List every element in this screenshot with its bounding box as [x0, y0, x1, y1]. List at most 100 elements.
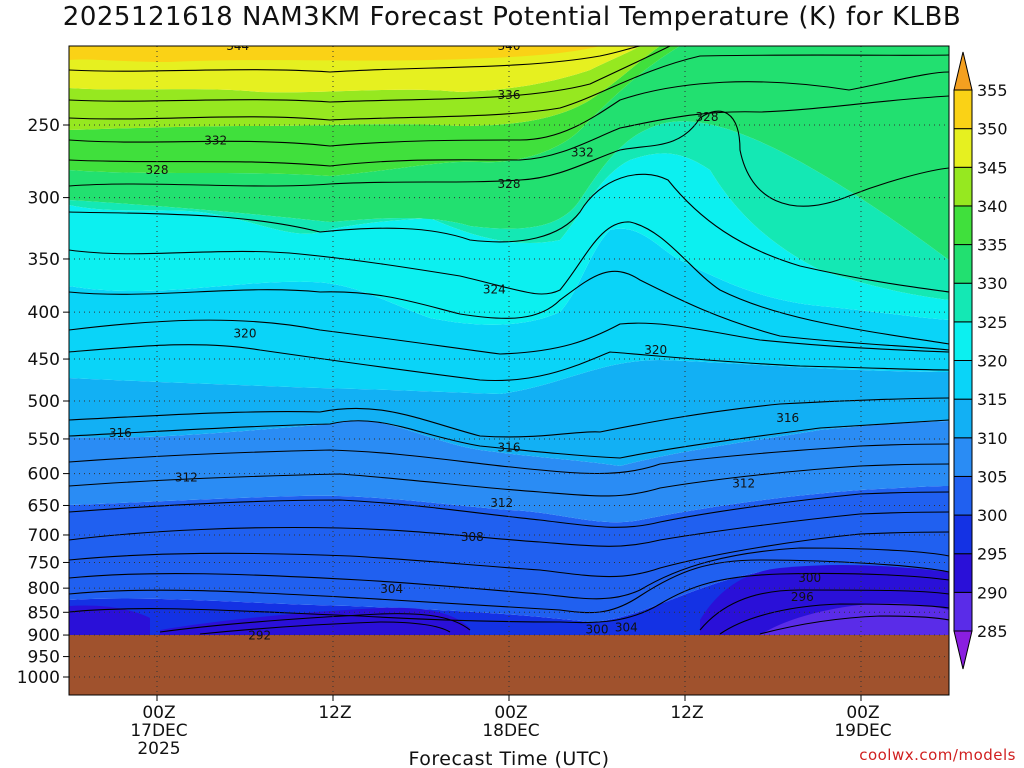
- contour-line: [199, 621, 451, 635]
- colorbar-label: 320: [977, 352, 1008, 371]
- contour-label: 332: [571, 146, 594, 160]
- y-tick-label: 600: [28, 465, 60, 485]
- credit-link[interactable]: coolwx.com/models: [859, 746, 1016, 764]
- contour-lines: [69, 46, 949, 635]
- contour-line: [69, 344, 949, 382]
- y-tick-label: 500: [28, 392, 60, 412]
- contour-line: [69, 531, 949, 578]
- colorbar-swatch: [953, 244, 973, 284]
- colorbar-label: 335: [977, 236, 1008, 255]
- colorbar-swatch: [953, 360, 973, 400]
- band-320-325: [69, 228, 949, 394]
- contour-label: 320: [644, 343, 667, 357]
- y-tick-label: 1000: [17, 668, 60, 688]
- contour-line: [719, 603, 949, 635]
- contour-line: [159, 613, 471, 633]
- contour-line: [699, 589, 949, 631]
- colorbar-swatch: [953, 553, 973, 593]
- colorbar-label: 340: [977, 197, 1008, 216]
- y-tick-label: 250: [28, 116, 60, 136]
- band-340-345: [69, 46, 680, 176]
- colorbar-swatch: [953, 398, 973, 439]
- contour-label: 340: [498, 39, 521, 53]
- colorbar-swatch: [953, 282, 973, 323]
- contour-label: 332: [204, 134, 227, 148]
- y-tick-label: 950: [28, 648, 60, 668]
- contour-label: 316: [498, 441, 521, 455]
- x-tick-label: 12Z: [670, 703, 703, 723]
- x-axis-title: Forecast Time (UTC): [409, 748, 610, 768]
- y-tick-label: 700: [28, 526, 60, 546]
- contour-label: 344: [226, 39, 249, 53]
- contour-line: [759, 615, 949, 635]
- contour-label: 316: [776, 411, 799, 425]
- band-355-plus: [69, 46, 600, 62]
- colorbar-label: 285: [977, 622, 1008, 641]
- colorbar-label: 310: [977, 429, 1008, 448]
- colorbar-label: 305: [977, 467, 1008, 486]
- y-tick-label: 550: [28, 430, 60, 450]
- colorbar-swatch: [953, 591, 973, 632]
- contour-label: 320: [234, 326, 257, 340]
- colorbar-swatch: [953, 321, 973, 362]
- x-tick-label: 18DEC: [482, 721, 539, 741]
- contour-line: [69, 319, 949, 355]
- contour-label: 312: [490, 496, 513, 510]
- contour-label: 300: [798, 571, 821, 585]
- contour-line: [69, 270, 949, 351]
- x-tick-label: 17DEC: [130, 721, 187, 741]
- contour-line: [69, 443, 949, 475]
- colorbar-label: 315: [977, 390, 1008, 409]
- y-tick-label: 350: [28, 250, 60, 270]
- colorbar-label: 300: [977, 506, 1008, 525]
- contour-line: [69, 419, 949, 459]
- y-tick-label: 300: [28, 189, 60, 209]
- y-tick-label: 400: [28, 303, 60, 323]
- colorbar-swatch: [953, 205, 973, 246]
- contour-line: [69, 46, 671, 103]
- colorbar-swatch: [953, 128, 973, 168]
- contour-line: [69, 559, 949, 614]
- contour-line: [69, 463, 949, 497]
- colorbar-label: 290: [977, 583, 1008, 602]
- band-335-340: [69, 46, 949, 260]
- band-295-300-mid: [160, 607, 470, 635]
- colorbar-swatch: [953, 89, 973, 130]
- plot-area: 344 340 336 332 332 328 328 328 324 320 320 316 316 3…: [69, 39, 949, 695]
- contour-line: [69, 491, 949, 528]
- contour-label: 312: [175, 471, 198, 485]
- contour-line: [69, 173, 949, 293]
- x-tick-label: 19DEC: [834, 721, 891, 741]
- band-325-330: [69, 153, 949, 325]
- contour-label: 312: [732, 476, 755, 490]
- contour-line: [69, 54, 949, 121]
- contour-label: 304: [380, 582, 403, 596]
- contour-labels: 344 340 336 332 332 328 328 328 324 320 320 316 316 3…: [109, 39, 821, 642]
- colorbar-label: 330: [977, 274, 1008, 293]
- colorbar-swatch: [953, 437, 973, 477]
- band-315-320: [69, 360, 949, 466]
- contour-line: [69, 110, 949, 207]
- contour-label: 316: [109, 426, 132, 440]
- colorbar: 285 290 295 300 305 310 315 320 325 330 335 340 345 3…: [953, 51, 1008, 670]
- band-330-335: [69, 121, 949, 300]
- y-tick-label: 800: [28, 579, 60, 599]
- y-tick-label: 650: [28, 496, 60, 516]
- contour-line: [69, 572, 949, 624]
- colorbar-label: 345: [977, 158, 1008, 177]
- colorbar-lower-triangle: [953, 630, 973, 670]
- contour-label: 328: [498, 177, 521, 191]
- contour-label: 304: [615, 620, 638, 634]
- x-tick-label: 00Z: [494, 703, 527, 723]
- colorbar-label: 295: [977, 545, 1008, 564]
- contour-label: 328: [696, 110, 719, 124]
- contour-label: 308: [461, 530, 484, 544]
- contour-line: [69, 511, 949, 547]
- terrain-fill: [69, 635, 949, 695]
- band-345-350: [69, 46, 660, 130]
- colorbar-swatch: [953, 166, 973, 207]
- contour-label: 324: [483, 283, 506, 297]
- colorbar-swatch: [953, 475, 973, 516]
